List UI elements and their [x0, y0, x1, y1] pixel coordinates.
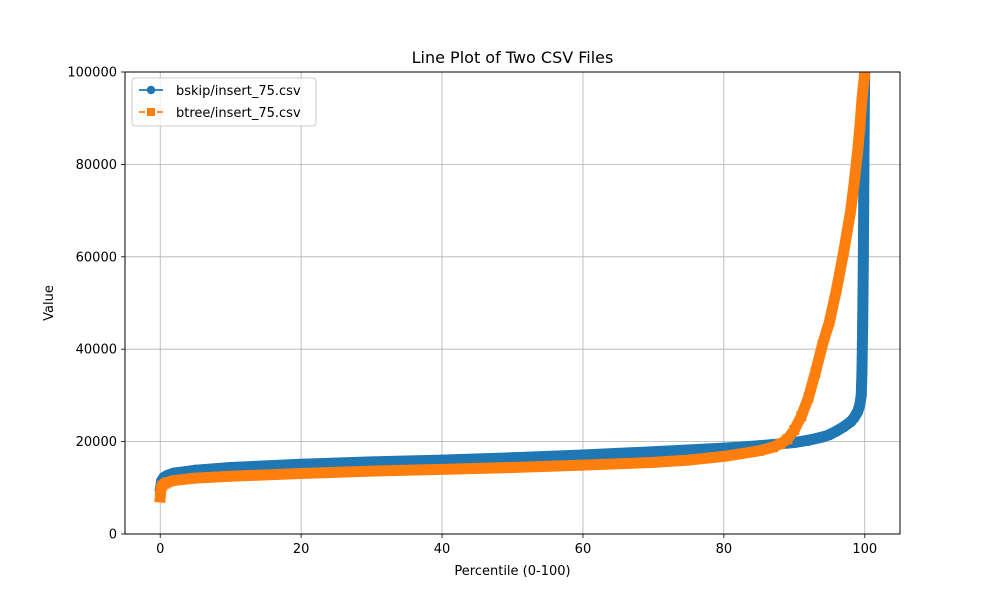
series-line — [154, 72, 871, 496]
data-point — [857, 320, 869, 332]
data-point — [768, 442, 779, 453]
legend-marker-bskip — [146, 85, 156, 95]
data-point — [647, 446, 659, 458]
data-point — [856, 366, 868, 378]
data-point — [683, 455, 694, 466]
x-tick-label: 60 — [575, 542, 592, 557]
data-point — [845, 205, 856, 216]
x-tick-label: 20 — [293, 542, 310, 557]
series-layer — [154, 72, 871, 503]
data-point — [754, 445, 765, 456]
data-point — [796, 411, 807, 422]
data-point — [852, 145, 863, 156]
data-point — [810, 367, 821, 378]
data-point — [858, 195, 870, 207]
x-axis-label: Percentile (0-100) — [454, 564, 570, 579]
data-point — [648, 457, 659, 468]
data-point — [507, 462, 518, 473]
legend-label-btree: btree/insert_75.csv — [176, 106, 301, 121]
data-point — [507, 452, 518, 464]
data-point — [296, 468, 307, 479]
data-point — [775, 438, 786, 449]
data-point — [855, 389, 867, 401]
data-point — [831, 284, 842, 295]
x-tick-label: 0 — [156, 542, 164, 557]
legend: bskip/insert_75.csv btree/insert_75.csv — [131, 77, 317, 127]
x-tick-label: 80 — [716, 542, 733, 557]
data-point — [155, 492, 166, 503]
data-point — [437, 464, 448, 475]
data-point — [838, 247, 849, 258]
y-tick-label: 60000 — [76, 250, 117, 265]
series-line — [154, 72, 871, 503]
data-point — [782, 434, 793, 445]
x-tick-label: 40 — [434, 542, 451, 557]
y-tick-label: 100000 — [67, 66, 117, 81]
data-point — [169, 475, 180, 486]
data-point — [789, 425, 800, 436]
legend-marker-btree — [147, 108, 155, 116]
legend-label-bskip: bskip/insert_75.csv — [176, 84, 301, 99]
data-point — [162, 477, 173, 488]
data-point — [854, 122, 865, 133]
data-point — [854, 399, 866, 411]
data-point — [577, 449, 589, 461]
data-point — [824, 316, 835, 327]
y-tick-label: 20000 — [76, 435, 117, 450]
data-point — [718, 451, 729, 462]
y-tick-label: 40000 — [76, 343, 117, 358]
data-point — [366, 456, 378, 468]
data-point — [577, 460, 588, 471]
legend-box — [131, 77, 317, 127]
data-point — [225, 471, 236, 482]
chart-title: Line Plot of Two CSV Files — [412, 48, 614, 67]
data-point — [366, 466, 377, 477]
data-point — [436, 454, 448, 466]
data-point — [225, 461, 237, 473]
data-point — [817, 339, 828, 350]
series-1 — [154, 72, 871, 503]
axis-ticks: 0 20 40 60 80 100 0 20000 40000 60000 80000 100000 — [67, 66, 877, 558]
data-point — [849, 177, 860, 188]
data-point — [857, 251, 869, 263]
data-point — [803, 392, 814, 403]
y-tick-label: 80000 — [76, 158, 117, 173]
data-point — [295, 458, 307, 470]
data-point — [802, 434, 814, 446]
data-point — [856, 94, 867, 105]
data-point — [190, 473, 201, 484]
y-tick-label: 0 — [109, 528, 117, 543]
x-tick-label: 100 — [852, 542, 877, 557]
data-point — [859, 72, 870, 77]
plot-frame — [124, 71, 901, 535]
y-axis-label: Value — [42, 285, 57, 321]
